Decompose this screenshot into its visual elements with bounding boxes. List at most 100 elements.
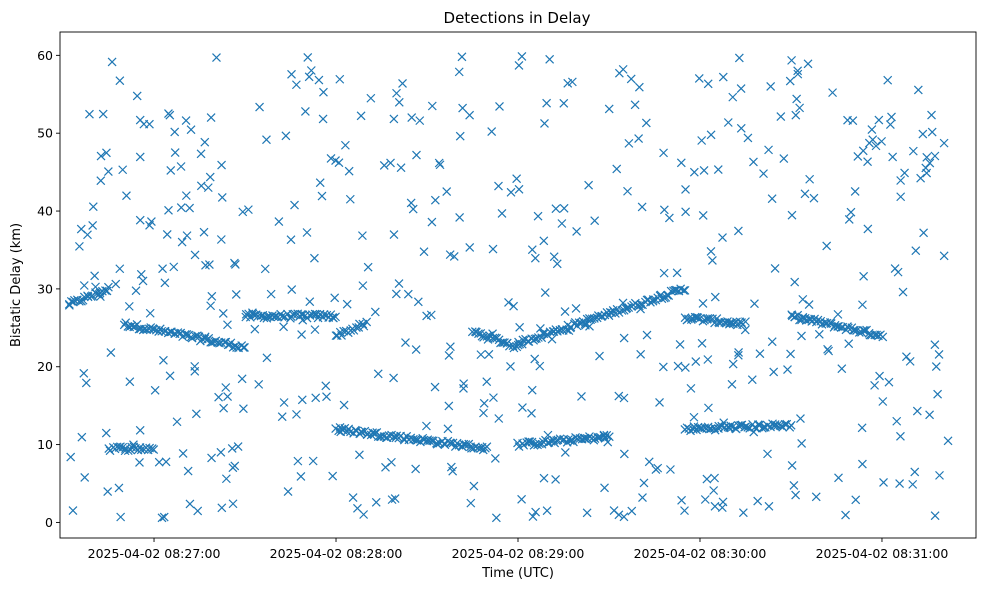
detection-point — [798, 313, 808, 323]
detection-point — [290, 200, 299, 210]
detection-point — [870, 380, 880, 390]
detection-point — [181, 191, 191, 201]
detection-point — [543, 430, 553, 440]
detection-point — [291, 80, 301, 90]
detection-point — [443, 424, 453, 434]
detection-point — [392, 88, 401, 98]
detection-point — [648, 296, 658, 306]
detection-point — [939, 138, 949, 148]
detection-point — [603, 437, 613, 447]
detection-point — [88, 202, 98, 212]
detection-point — [300, 107, 310, 116]
detection-point — [533, 211, 543, 221]
detection-point — [787, 210, 797, 220]
detection-point — [540, 288, 550, 297]
detection-point — [763, 449, 772, 459]
detection-point — [710, 473, 720, 483]
detection-point — [340, 140, 350, 150]
detection-point — [489, 393, 498, 403]
detection-point — [411, 345, 421, 354]
detection-point — [191, 409, 201, 419]
detection-point — [797, 439, 807, 448]
detection-point — [319, 310, 329, 319]
detection-point — [217, 503, 227, 513]
detection-point — [403, 289, 413, 299]
detection-point — [165, 371, 175, 381]
detection-point — [659, 205, 669, 215]
detection-point — [230, 461, 240, 471]
detection-point — [85, 109, 94, 119]
detection-point — [680, 363, 690, 372]
detection-point — [177, 237, 187, 247]
detection-point — [933, 389, 943, 399]
detection-point — [699, 166, 709, 175]
x-axis: 2025-04-02 08:27:00 2025-04-02 08:28:00 20… — [88, 538, 949, 561]
detection-point — [901, 352, 911, 362]
detection-point — [287, 285, 297, 294]
detection-point — [183, 466, 193, 476]
detection-point — [467, 327, 477, 337]
detection-point — [345, 194, 355, 204]
detection-point — [524, 437, 533, 447]
detection-point — [64, 299, 74, 309]
x-tick-label: 2025-04-02 08:31:00 — [816, 546, 949, 561]
detection-point — [390, 494, 400, 503]
detection-point — [863, 224, 873, 234]
detection-point — [204, 260, 214, 269]
detection-point — [736, 123, 746, 133]
detection-point — [733, 226, 743, 236]
detection-point — [527, 408, 536, 418]
detection-point — [766, 81, 776, 91]
detection-point — [939, 251, 949, 261]
detection-point — [266, 289, 276, 299]
detection-point — [124, 301, 134, 311]
detection-point — [659, 268, 669, 278]
detection-point — [465, 110, 475, 120]
detection-point — [200, 332, 210, 342]
detection-point — [161, 457, 171, 467]
detection-point — [787, 55, 797, 65]
detection-point — [604, 104, 614, 114]
detection-point — [476, 328, 486, 338]
detection-point — [107, 57, 117, 67]
detection-point — [912, 406, 922, 416]
detection-point — [196, 149, 206, 159]
detection-point — [213, 338, 223, 348]
detection-point — [279, 398, 289, 407]
detection-point — [79, 281, 89, 290]
detection-point — [741, 317, 750, 327]
detection-point — [389, 373, 399, 383]
detection-point — [582, 508, 592, 518]
detection-point — [368, 428, 378, 438]
detection-point — [798, 294, 808, 304]
detection-point — [366, 93, 376, 103]
detection-point — [479, 398, 489, 408]
detection-point — [488, 329, 498, 339]
detection-point — [432, 439, 442, 449]
detection-point — [127, 321, 137, 331]
detection-point — [297, 330, 307, 339]
detection-point — [103, 487, 113, 496]
detection-point — [677, 495, 686, 505]
detection-point — [792, 94, 802, 104]
detection-point — [791, 490, 801, 500]
detection-point — [569, 437, 578, 447]
detection-point — [223, 320, 232, 330]
detection-point — [921, 163, 931, 173]
detection-point — [934, 349, 944, 359]
detection-point — [887, 112, 896, 122]
detection-point — [683, 314, 693, 324]
detection-point — [357, 231, 367, 241]
detection-point — [786, 349, 795, 359]
detection-point — [309, 253, 319, 263]
detection-point — [165, 110, 175, 120]
detection-point — [890, 264, 900, 274]
detection-point — [634, 82, 644, 92]
detection-point — [552, 259, 562, 269]
detection-point — [850, 325, 860, 335]
detection-point — [170, 148, 180, 157]
detection-point — [622, 303, 632, 313]
detection-point — [118, 165, 128, 175]
detection-point — [408, 204, 418, 214]
detection-point — [651, 465, 661, 475]
